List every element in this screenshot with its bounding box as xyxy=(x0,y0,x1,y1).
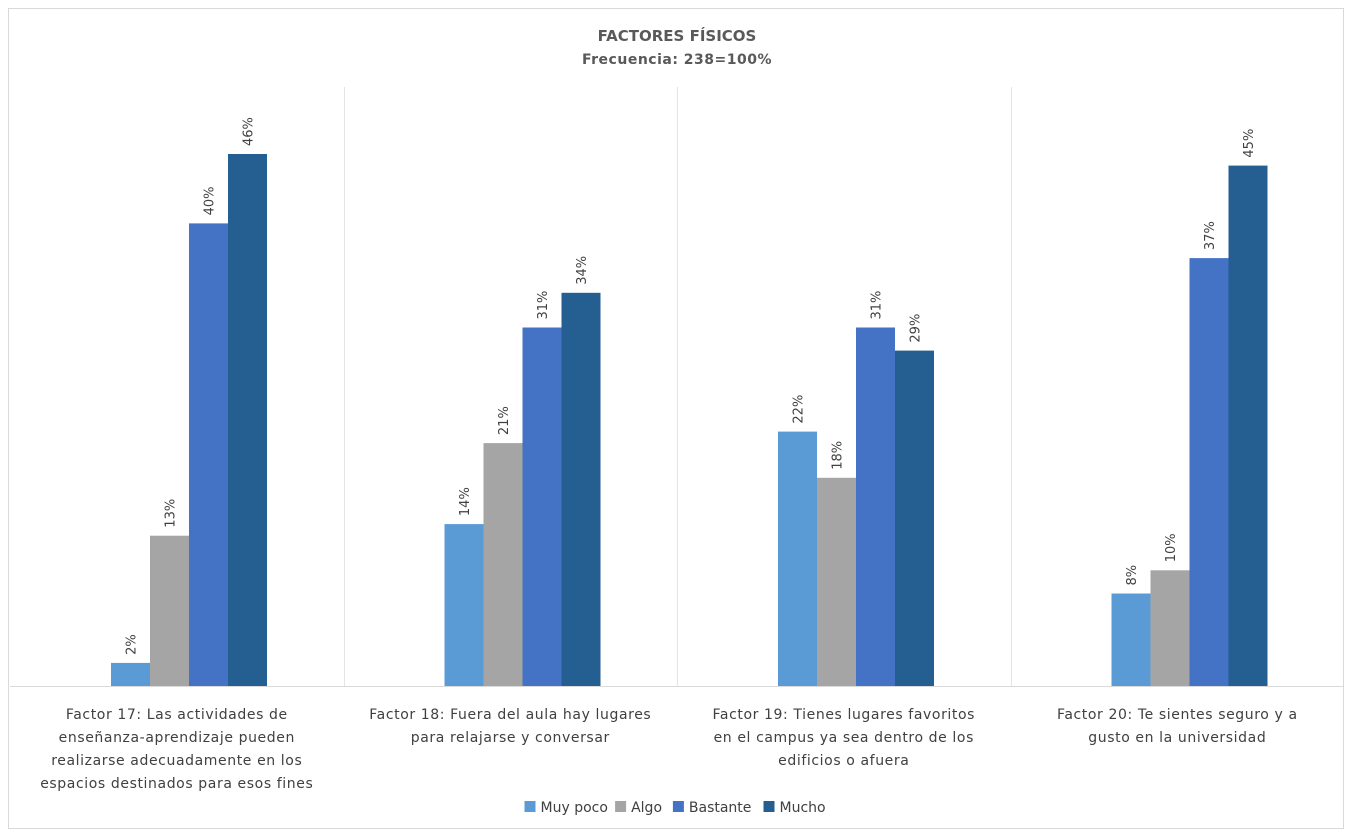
data-label: 45% xyxy=(1242,129,1257,158)
bar xyxy=(150,535,189,686)
bar xyxy=(444,524,484,686)
bar xyxy=(895,350,934,686)
data-label: 14% xyxy=(458,487,473,516)
bar xyxy=(778,431,817,686)
data-label: 34% xyxy=(575,256,590,285)
data-label: 10% xyxy=(1164,533,1179,562)
legend: Muy poco Algo Bastante Mucho xyxy=(524,800,826,816)
category-label: Factor 18: Fuera del aula hay lugares xyxy=(369,707,651,723)
legend-label: Algo xyxy=(631,800,662,816)
legend-label: Mucho xyxy=(780,800,826,816)
data-label: 46% xyxy=(242,117,257,146)
data-label: 21% xyxy=(497,406,512,435)
category-label: en el campus ya sea dentro de los xyxy=(714,730,974,746)
bar xyxy=(561,292,601,686)
data-label: 40% xyxy=(203,186,218,215)
bar xyxy=(1111,593,1151,686)
data-labels-group: 2% 14% 22% 8% 13% 21% 18% 10% 40% 31% 31% 37% 46% 34%… xyxy=(125,117,1258,655)
data-label: 8% xyxy=(1125,565,1140,586)
bar xyxy=(856,327,895,686)
chart-subtitle: Frecuencia: 238=100% xyxy=(582,52,772,68)
legend-swatch xyxy=(524,801,536,812)
category-label: Factor 17: Las actividades de xyxy=(66,707,288,723)
legend-label: Bastante xyxy=(689,800,752,816)
bar xyxy=(228,154,267,686)
data-label: 22% xyxy=(792,395,807,424)
bar xyxy=(817,477,856,686)
data-label: 13% xyxy=(164,499,179,528)
chart-title: FACTORES FÍSICOS xyxy=(598,26,757,45)
bar-series-group xyxy=(111,154,1268,687)
legend-swatch xyxy=(615,801,627,812)
bar xyxy=(1150,570,1190,686)
bar xyxy=(522,327,562,686)
category-dividers xyxy=(344,87,1012,686)
data-label: 31% xyxy=(536,291,551,320)
data-label: 2% xyxy=(125,634,140,655)
category-label: espacios destinados para esos fines xyxy=(40,776,313,792)
category-labels-group: Factor 17: Las actividades de enseñanza-a… xyxy=(40,707,1297,792)
category-label: enseñanza-aprendizaje pueden xyxy=(59,730,295,746)
bar xyxy=(1189,258,1229,686)
data-label: 37% xyxy=(1203,221,1218,250)
data-label: 18% xyxy=(831,441,846,470)
chart-frame: FACTORES FÍSICOS Frecuencia: 238=100% 2%… xyxy=(8,8,1344,829)
legend-swatch xyxy=(672,801,684,812)
legend-label: Muy poco xyxy=(541,800,608,816)
category-label: realizarse adecuadamente en los xyxy=(51,753,302,769)
data-label: 31% xyxy=(870,291,885,320)
data-label: 29% xyxy=(909,314,924,343)
category-label: Factor 19: Tienes lugares favoritos xyxy=(713,707,976,723)
bar xyxy=(1228,165,1268,687)
category-label: para relajarse y conversar xyxy=(411,730,610,746)
legend-swatch xyxy=(763,801,775,812)
category-label: edificios o afuera xyxy=(778,753,909,769)
category-label: gusto en la universidad xyxy=(1088,730,1266,746)
bar xyxy=(483,443,523,686)
bar xyxy=(189,223,228,686)
bar xyxy=(111,662,150,686)
category-label: Factor 20: Te sientes seguro y a xyxy=(1057,707,1298,723)
bar-chart: FACTORES FÍSICOS Frecuencia: 238=100% 2%… xyxy=(10,26,1344,816)
